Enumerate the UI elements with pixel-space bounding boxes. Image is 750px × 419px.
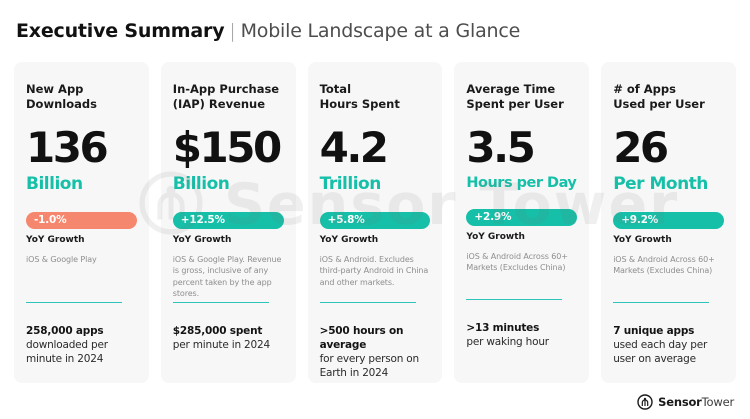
metric-fact: $285,000 spent per minute in 2024 <box>173 324 284 352</box>
card-divider <box>613 301 710 303</box>
yoy-growth-badge: +9.2% <box>613 211 724 229</box>
metric-card-apps-per-user: # of Apps Used per User 26 Per Month +9.… <box>601 62 736 383</box>
yoy-growth-caption: YoY Growth <box>466 231 525 242</box>
logo-word-tower: Tower <box>701 395 735 409</box>
metric-scope-note: iOS & Android. Excludes third-party Andr… <box>319 254 429 287</box>
metric-unit: Billion <box>26 174 83 194</box>
metric-fact-rest: used each day per user on average <box>613 338 708 365</box>
metric-card-total-hours: Total Hours Spent 4.2 Trillion +5.8% YoY… <box>307 62 443 383</box>
card-title-line: Total <box>319 82 352 96</box>
yoy-growth-caption: YoY Growth <box>613 234 672 245</box>
card-title: # of Apps Used per User <box>613 82 724 113</box>
card-title: Average Time Spent per User <box>466 82 577 113</box>
metric-fact-bold: >13 minutes <box>466 321 540 334</box>
metric-card-iap-revenue: In-App Purchase (IAP) Revenue $150 Billi… <box>160 62 296 383</box>
metric-fact-bold: 7 unique apps <box>613 324 695 337</box>
page-title: Executive Summary | Mobile Landscape at a … <box>16 20 734 42</box>
card-divider <box>466 298 563 300</box>
metric-cards-row: New App Downloads 136 Billion -1.0% YoY … <box>14 62 736 383</box>
page-title-secondary: Mobile Landscape at a Glance <box>240 20 521 42</box>
metric-fact-bold: >500 hours on average <box>319 324 404 351</box>
metric-value: 4.2 <box>319 123 389 172</box>
card-title-line: # of Apps <box>613 82 676 96</box>
card-divider <box>319 301 416 303</box>
metric-fact: 258,000 apps downloaded per minute in 20… <box>26 324 137 367</box>
card-divider <box>172 301 269 303</box>
metric-scope-note: iOS & Google Play <box>26 254 97 264</box>
metric-scope-note: iOS & Android Across 60+ Markets (Exclud… <box>466 251 568 273</box>
metric-card-new-app-downloads: New App Downloads 136 Billion -1.0% YoY … <box>14 62 149 383</box>
card-title: Total Hours Spent <box>320 82 431 113</box>
metric-value: 136 <box>26 123 109 172</box>
logo-word-sensor: Sensor <box>658 395 702 409</box>
logo-wordmark: SensorTower <box>658 395 734 409</box>
metric-value: 26 <box>613 123 669 172</box>
metric-card-avg-time-per-user: Average Time Spent per User 3.5 Hours pe… <box>454 62 590 383</box>
metric-fact: >13 minutes per waking hour <box>466 321 577 349</box>
card-title-line: Hours Spent <box>319 97 400 112</box>
metric-unit: Per Month <box>613 174 708 194</box>
card-title-line: Downloads <box>26 97 97 112</box>
card-title-line: Spent per User <box>466 97 564 112</box>
card-title-line: Used per User <box>613 97 705 112</box>
yoy-growth-badge: +12.5% <box>172 211 284 229</box>
card-divider <box>26 301 122 303</box>
card-title: In-App Purchase (IAP) Revenue <box>173 82 284 113</box>
metric-unit: Trillion <box>319 174 382 194</box>
yoy-growth-caption: YoY Growth <box>172 234 232 245</box>
metric-fact: >500 hours on average for every person o… <box>320 324 431 381</box>
metric-scope-note: iOS & Google Play. Revenue is gross, inc… <box>172 254 282 299</box>
yoy-growth-badge: -1.0% <box>26 211 137 229</box>
metric-scope-note: iOS & Android Across 60+ Markets (Exclud… <box>613 254 715 276</box>
page-title-primary: Executive Summary <box>16 20 225 42</box>
card-title: New App Downloads <box>26 82 137 113</box>
title-separator: | <box>229 20 236 42</box>
sensor-tower-logo-icon <box>637 394 653 410</box>
metric-fact-rest: per minute in 2024 <box>172 338 270 351</box>
metric-unit: Hours per Day <box>466 175 577 191</box>
yoy-growth-caption: YoY Growth <box>26 234 85 245</box>
metric-value: 3.5 <box>466 123 535 172</box>
metric-value: $150 <box>172 123 282 172</box>
yoy-growth-badge: +5.8% <box>319 211 431 229</box>
page-header: Executive Summary | Mobile Landscape at a … <box>16 20 734 42</box>
metric-fact-bold: $285,000 spent <box>172 324 263 337</box>
metric-fact-rest: downloaded per minute in 2024 <box>26 338 108 365</box>
yoy-growth-badge: +2.9% <box>466 208 578 226</box>
metric-fact-rest: per waking hour <box>466 335 549 348</box>
card-title-line: New App <box>26 82 84 96</box>
sensor-tower-logo: SensorTower <box>637 394 734 410</box>
metric-fact-bold: 258,000 apps <box>26 324 104 337</box>
card-title-line: In-App Purchase <box>172 82 280 96</box>
metric-fact-rest: for every person on Earth in 2024 <box>319 352 420 380</box>
card-title-line: Average Time <box>466 82 556 96</box>
yoy-growth-caption: YoY Growth <box>319 234 379 245</box>
metric-unit: Billion <box>172 174 230 194</box>
card-title-line: (IAP) Revenue <box>172 97 266 112</box>
metric-fact: 7 unique apps used each day per user on … <box>613 324 724 367</box>
